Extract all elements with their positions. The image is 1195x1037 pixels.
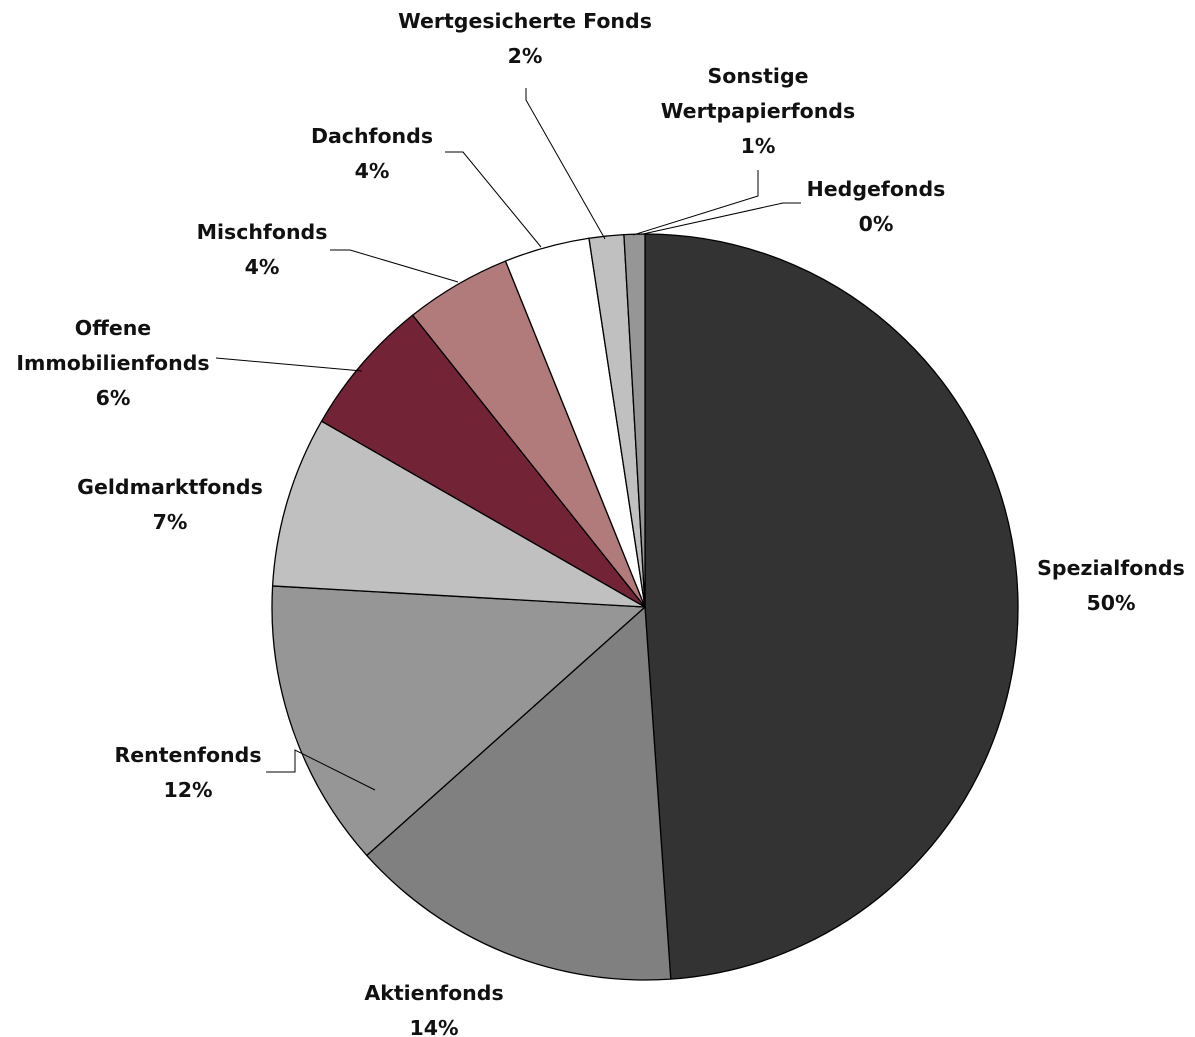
slice-label-geldmarktfonds: Geldmarktfonds 7% [77,475,263,534]
slice-percent-label: 0% [859,212,894,236]
slice-name-label: Rentenfonds [114,743,261,767]
leader-line-sonstige-wertpapierfonds [632,170,759,236]
slice-name-label: Mischfonds [197,220,328,244]
leader-line-hedgefonds [642,202,801,235]
slice-percent-label: 50% [1086,591,1135,615]
pie-slice-geldmarktfonds [271,420,646,608]
slice-percent-label: 2% [508,44,543,68]
slice-percent-label: 7% [153,510,188,534]
slice-label-aktienfonds: Aktienfonds 14% [364,981,503,1037]
slice-label-dachfonds: Dachfonds 4% [311,124,433,183]
leader-line-dachfonds [445,151,542,248]
slice-label-mischfonds: Mischfonds 4% [197,220,328,279]
slice-name-label: Wertpapierfonds [661,99,855,123]
leader-line-rentenfonds [266,749,376,791]
slice-name-label: Wertgesicherte Fonds [398,9,652,33]
slice-percent-label: 1% [741,134,776,158]
slice-label-rentenfonds: Rentenfonds 12% [114,743,261,802]
leader-lines [215,88,801,791]
slice-labels: Spezialfonds 50% Aktienfonds 14% Rentenfonds… [16,9,1184,1037]
slice-name-label: Aktienfonds [364,981,503,1005]
slice-percent-label: 4% [355,159,390,183]
slice-label-offene-immobilienfonds: Offene Immobilienfonds 6% [16,316,209,410]
slice-label-sonstige-wertpapierfonds: Sonstige Wertpapierfonds 1% [661,64,855,158]
slice-label-wertgesicherte-fonds: Wertgesicherte Fonds 2% [398,9,652,68]
pie-slice-offene-immobilienfonds [320,314,646,608]
slice-name-label: Hedgefonds [807,177,946,201]
slice-name-label: Spezialfonds [1037,556,1185,580]
pie-slice-rentenfonds [271,585,646,857]
slice-name-label: Sonstige [707,64,808,88]
slice-percent-label: 12% [163,778,212,802]
pie-slices [271,233,1019,981]
pie-slice-aktienfonds [366,606,672,981]
slice-name-label: Dachfonds [311,124,433,148]
slice-name-label: Offene [75,316,151,340]
slice-percent-label: 14% [409,1016,458,1037]
leader-line-mischfonds [330,249,459,283]
leader-line-wertgesicherte-fonds [525,88,606,240]
slice-percent-label: 6% [96,386,131,410]
slice-name-label: Geldmarktfonds [77,475,263,499]
slice-percent-label: 4% [245,255,280,279]
leader-line-offene-immobilienfonds [215,357,363,372]
pie-slice-spezialfonds [644,233,1019,980]
slice-label-spezialfonds: Spezialfonds 50% [1037,556,1185,615]
slice-label-hedgefonds: Hedgefonds 0% [807,177,946,236]
slice-name-label: Immobilienfonds [16,351,209,375]
